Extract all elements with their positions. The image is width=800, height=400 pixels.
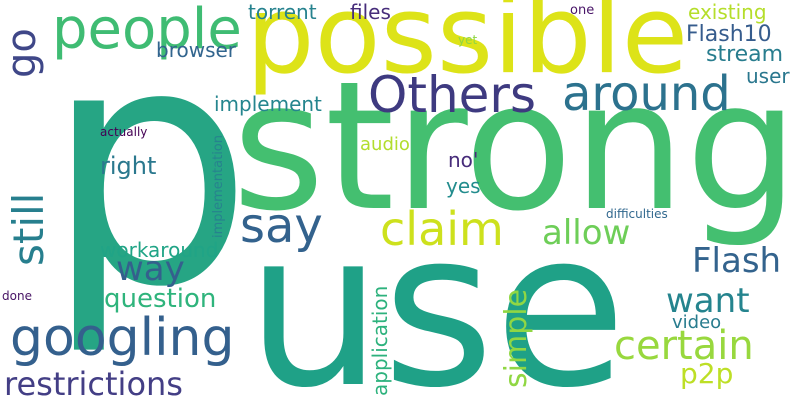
word-restrictions: restrictions	[4, 365, 183, 400]
word-question: question	[104, 284, 217, 314]
word-others: Others	[368, 66, 537, 124]
word-googling: googling	[10, 308, 235, 368]
word-want: want	[666, 281, 750, 321]
word-say: say	[240, 198, 323, 254]
word-use: use	[246, 184, 627, 400]
word-workaround: workaround	[100, 238, 219, 262]
word-stream: stream	[706, 42, 784, 67]
word-strong: strong	[232, 43, 799, 250]
word-one: one	[570, 3, 595, 18]
word-simple: simple	[499, 288, 534, 388]
word-flash10: Flash10	[686, 22, 772, 47]
word-audio: audio	[360, 134, 410, 155]
word-people: people	[52, 0, 242, 62]
word-implement: implement	[214, 92, 322, 116]
word-video: video	[672, 312, 722, 333]
word-no: no'	[448, 148, 479, 172]
word-files: files	[350, 0, 391, 24]
word-right: right	[100, 152, 157, 180]
word-allow: allow	[542, 213, 631, 253]
word-user: user	[746, 64, 790, 88]
word-way: way	[116, 249, 185, 289]
word-go: go	[0, 28, 45, 78]
word-torrent: torrent	[248, 0, 317, 24]
word-flash: Flash	[692, 241, 782, 281]
word-around: around	[562, 66, 731, 122]
word-implementation: implementation	[211, 134, 226, 238]
word-application: application	[368, 285, 392, 396]
word-actually: actually	[100, 125, 148, 139]
word-done: done	[2, 289, 32, 303]
word-browser: browser	[156, 38, 237, 62]
word-still: still	[4, 192, 53, 266]
word-p: p	[44, 0, 254, 359]
word-yes: yes	[446, 174, 481, 198]
word-certain: certain	[614, 323, 754, 369]
word-difficulties: difficulties	[606, 207, 668, 221]
word-p2p: p2p	[680, 357, 734, 390]
word-existing: existing	[688, 0, 767, 24]
word-claim: claim	[380, 202, 504, 256]
word-yet: yet	[458, 33, 478, 47]
word-possible: possible	[246, 0, 689, 98]
